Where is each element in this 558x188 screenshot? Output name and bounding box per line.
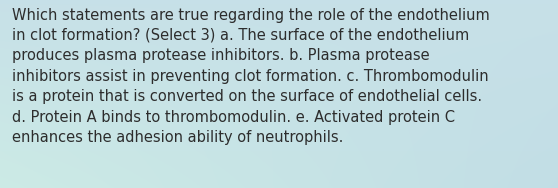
Text: Which statements are true regarding the role of the endothelium
in clot formatio: Which statements are true regarding the …: [12, 8, 490, 145]
